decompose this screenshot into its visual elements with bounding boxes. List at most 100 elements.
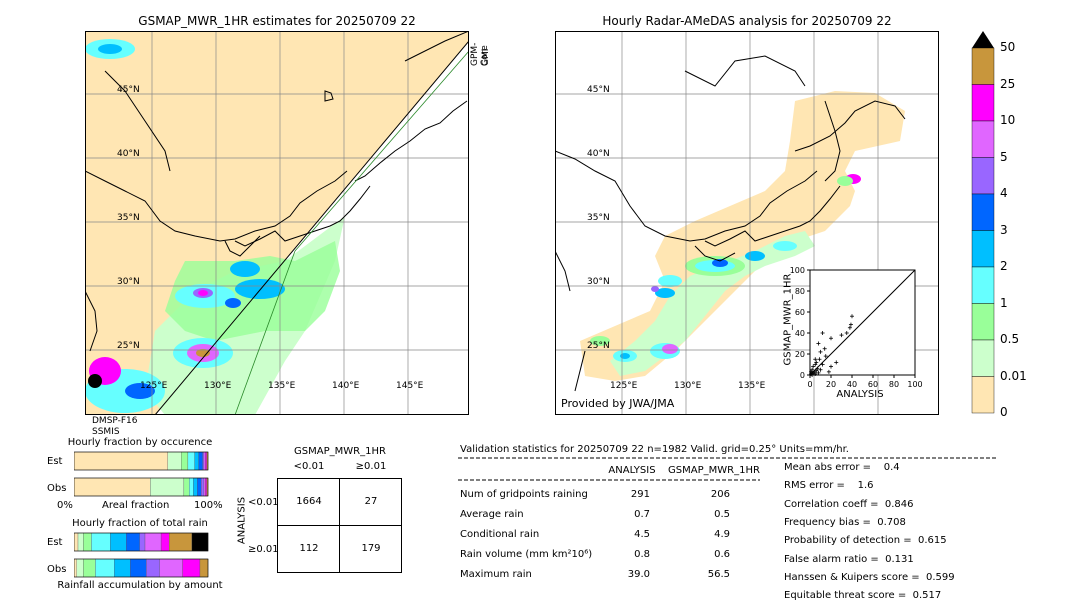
cell-false-alarm: 27 <box>364 496 378 507</box>
occurence-est-segment <box>202 451 205 471</box>
colorbar-cell <box>971 120 995 158</box>
score-line: Mean abs error = 0.4 <box>784 462 900 473</box>
occurence-est-segment <box>167 451 182 471</box>
rain-est-segment <box>91 532 111 552</box>
scatter-point <box>811 364 816 369</box>
stat-analysis-value: 0.7 <box>634 509 650 520</box>
left-lon-145: 145°E <box>396 381 424 391</box>
colorbar-cell <box>971 376 995 414</box>
rain-fraction-title: Hourly fraction of total rain <box>72 518 208 529</box>
rain-est-segment <box>126 532 140 552</box>
left-lat-30: 30°N <box>117 277 140 287</box>
scatter-point <box>829 364 833 369</box>
scatter-point <box>817 357 822 362</box>
colorbar-cell <box>971 157 995 195</box>
contingency-title: GSMAP_MWR_1HR <box>294 446 386 457</box>
sensor-ssmis: SSMIS <box>92 427 120 437</box>
colorbar-label: 0.01 <box>1000 368 1027 383</box>
stat-label: Conditional rain <box>460 529 540 540</box>
scatter-ytick: 0 <box>800 371 805 380</box>
right-lon-135: 135°E <box>738 381 766 391</box>
rain-est-segment <box>144 532 162 552</box>
col-header-lt: <0.01 <box>293 461 325 472</box>
rain-xlabel: Rainfall accumulation by amount <box>57 580 223 591</box>
right-map-title: Hourly Radar-AMeDAS analysis for 2025070… <box>602 14 892 28</box>
rain-obs-segment-frame <box>74 558 209 578</box>
occurence-obs-segment <box>197 477 202 497</box>
colorbar-cell <box>971 47 995 85</box>
rain-obs-label: Obs <box>47 564 67 575</box>
scatter-point <box>815 366 820 371</box>
col-gsmap: GSMAP_MWR_1HR <box>668 465 760 476</box>
stat-gsmap-value: 0.5 <box>714 509 730 520</box>
stat-label: Rain volume (mm km²10⁶) <box>460 549 593 560</box>
rain-est-segment <box>74 532 79 552</box>
scatter-ylabel: GSMAP_MWR_1HR <box>782 273 794 366</box>
left-lat-25: 25°N <box>117 341 140 351</box>
rain-obs-segment <box>182 558 201 578</box>
occ-tick-0: 0% <box>57 500 73 511</box>
score-line: Frequency bias = 0.708 <box>784 516 906 528</box>
rain-est-segment <box>139 532 146 552</box>
stat-analysis-value: 4.5 <box>634 529 650 540</box>
stat-label: Average rain <box>460 509 524 520</box>
occurence-obs-segment-frame <box>74 477 209 497</box>
occurence-est-segment <box>74 451 168 471</box>
scatter-plot: 0 20 40 60 80 100 0 20 40 60 80 100 <box>790 266 923 389</box>
scatter-xtick: 100 <box>907 380 922 389</box>
occurence-obs-segment <box>74 477 151 497</box>
colorbar-label: 0 <box>1000 405 1008 419</box>
occurence-est-segment <box>187 451 195 471</box>
occurence-est-segment-frame <box>74 451 209 471</box>
scatter-point <box>839 333 844 338</box>
scatter-point <box>813 371 818 376</box>
cell-miss: 112 <box>299 543 319 554</box>
rain-fraction-bars <box>74 532 209 578</box>
rain-est-segment-frame <box>74 532 209 552</box>
score-line: Correlation coeff = 0.846 <box>784 498 914 510</box>
rain-est-segment <box>191 532 209 552</box>
colorbar-label: 4 <box>1000 186 1008 200</box>
scatter-point <box>822 346 827 351</box>
occurence-obs-segment <box>150 477 185 497</box>
colorbar-label: 50 <box>1000 40 1016 54</box>
stat-gsmap-value: 206 <box>710 489 730 500</box>
rain-obs-segment <box>199 558 209 578</box>
score-line: RMS error = 1.6 <box>784 480 874 492</box>
rain-obs-segment <box>83 558 96 578</box>
scatter-ytick: 40 <box>795 329 805 338</box>
left-lon-135: 135°E <box>268 381 296 391</box>
occurence-est-segment <box>194 451 199 471</box>
rain-est-segment <box>160 532 170 552</box>
occurence-est-segment <box>205 451 207 471</box>
occurence-obs-segment <box>183 477 190 497</box>
scatter-point <box>847 325 852 330</box>
stat-analysis-value: 291 <box>630 489 650 500</box>
scatter-xtick: 60 <box>868 380 878 389</box>
stat-label: Num of gridpoints raining <box>460 489 588 500</box>
occ-obs-label: Obs <box>47 483 67 494</box>
cell-hit: 179 <box>361 543 381 554</box>
occurence-obs-segment <box>201 477 205 497</box>
provider-credit: Provided by JWA/JMA <box>561 397 675 410</box>
rain-obs-segment <box>130 558 147 578</box>
rain-est-label: Est <box>47 537 63 548</box>
scatter-point <box>834 360 839 365</box>
occ-est-label: Est <box>47 456 63 467</box>
rain-est-segment <box>110 532 127 552</box>
scatter-xtick: 0 <box>807 380 812 389</box>
score-line: Hanssen & Kuipers score = 0.599 <box>784 571 955 583</box>
scatter-point <box>810 370 815 375</box>
left-lon-140: 140°E <box>332 381 360 391</box>
scatter-xtick: 40 <box>847 380 857 389</box>
colorbar-label: 1 <box>1000 295 1008 310</box>
colorbar-cell <box>971 193 995 231</box>
colorbar-cell <box>971 230 995 268</box>
scatter-point <box>820 331 825 335</box>
scatter-xtick: 20 <box>826 380 836 389</box>
colorbar-label: 10 <box>1000 113 1016 127</box>
occurence-est-segment <box>203 451 206 471</box>
stat-analysis-value: 0.8 <box>634 549 650 560</box>
scatter-point <box>813 362 818 367</box>
left-lon-125: 125°E <box>140 381 168 391</box>
